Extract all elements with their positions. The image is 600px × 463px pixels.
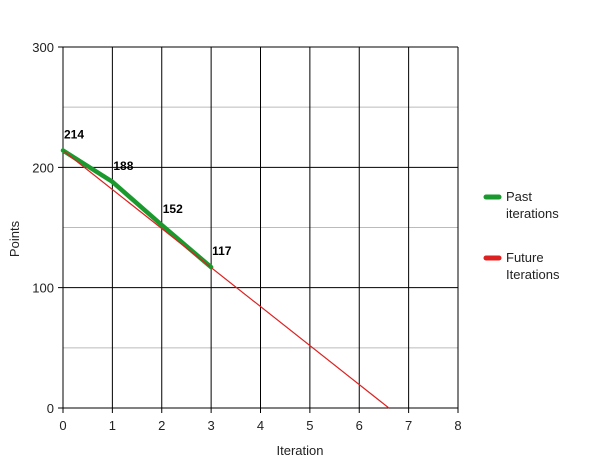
legend-label-past-line1: Past — [506, 189, 532, 204]
series-layer — [60, 148, 390, 409]
x-tick-label: 3 — [208, 418, 215, 433]
x-tick-label: 1 — [109, 418, 116, 433]
data-point-past — [160, 223, 164, 227]
series-line-future-iterations — [62, 150, 390, 409]
y-axis-title: Points — [7, 220, 22, 257]
y-tick-label: 0 — [47, 401, 54, 416]
x-tick-label: 0 — [59, 418, 66, 433]
y-tick-label: 300 — [32, 40, 54, 55]
y-tick-label: 100 — [32, 281, 54, 296]
major-gridlines — [58, 46, 459, 413]
x-axis-ticks: 0 1 2 3 4 5 6 7 8 — [59, 418, 461, 433]
legend-label-past-line2: iterations — [506, 206, 559, 221]
y-tick-label: 200 — [32, 160, 54, 175]
legend: Past iterations Future Iterations — [483, 189, 560, 282]
data-point-past — [110, 180, 114, 184]
x-tick-label: 2 — [158, 418, 165, 433]
legend-label-future-line2: Iterations — [506, 267, 560, 282]
data-label-past: 117 — [212, 244, 232, 258]
x-tick-label: 8 — [454, 418, 461, 433]
data-label-past: 152 — [163, 202, 183, 216]
x-tick-label: 6 — [356, 418, 363, 433]
legend-label-future-line1: Future — [506, 250, 544, 265]
x-tick-label: 7 — [405, 418, 412, 433]
x-tick-label: 4 — [257, 418, 264, 433]
data-point-past — [61, 148, 65, 152]
y-axis-ticks: 0 100 200 300 — [32, 40, 54, 416]
legend-item-future: Future Iterations — [483, 250, 560, 282]
data-label-past: 214 — [64, 127, 84, 141]
legend-item-past: Past iterations — [483, 189, 559, 221]
data-label-past: 188 — [113, 159, 133, 173]
data-point-past — [209, 265, 213, 269]
data-labels: 214 188 152 117 — [64, 127, 232, 258]
series-line-past-iterations — [60, 148, 214, 270]
x-tick-label: 5 — [306, 418, 313, 433]
x-axis-title: Iteration — [277, 443, 324, 458]
